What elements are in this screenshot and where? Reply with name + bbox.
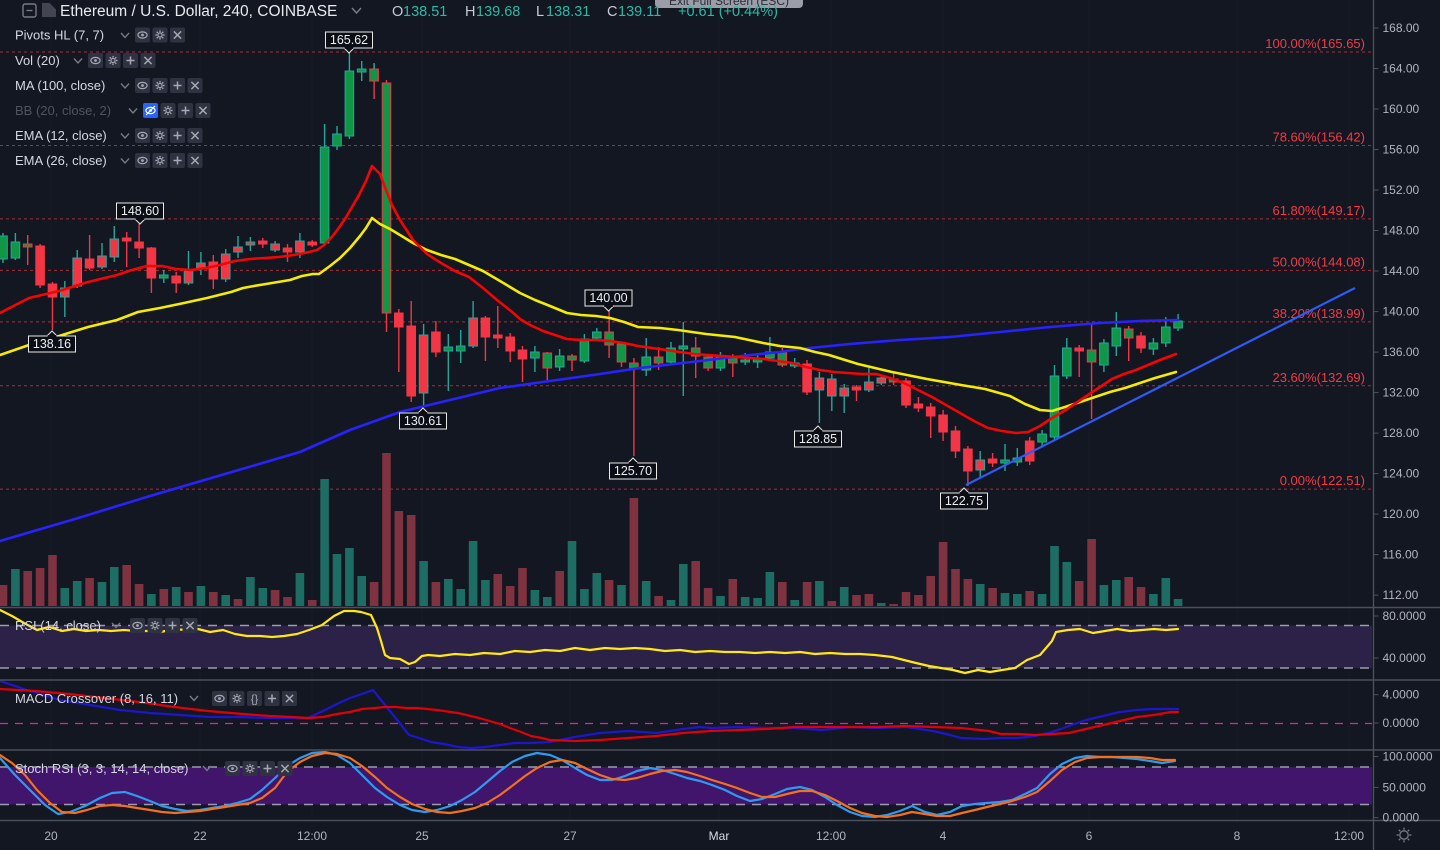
svg-text:4: 4 (940, 829, 947, 843)
svg-text:Exit Full Screen (ESC): Exit Full Screen (ESC) (669, 0, 789, 8)
svg-text:152.00: 152.00 (1383, 183, 1420, 197)
svg-text:128.00: 128.00 (1383, 426, 1420, 440)
svg-text:MACD Crossover (8, 16, 11): MACD Crossover (8, 16, 11) (15, 691, 178, 706)
svg-text:138.16: 138.16 (33, 337, 71, 351)
svg-text:4.0000: 4.0000 (1383, 688, 1420, 702)
svg-text:116.00: 116.00 (1383, 548, 1419, 562)
svg-text:80.0000: 80.0000 (1383, 609, 1427, 623)
svg-text:0.0000: 0.0000 (1383, 716, 1420, 730)
svg-text:61.80%(149.17): 61.80%(149.17) (1272, 203, 1365, 218)
svg-text:144.00: 144.00 (1383, 264, 1420, 278)
svg-text:50.0000: 50.0000 (1383, 780, 1427, 794)
svg-text:12:00: 12:00 (816, 829, 846, 843)
svg-text:140.00: 140.00 (589, 291, 627, 305)
svg-text:+0.61 (+0.44%): +0.61 (+0.44%) (678, 4, 778, 20)
svg-text:EMA (12, close): EMA (12, close) (15, 128, 107, 143)
svg-text:122.75: 122.75 (945, 494, 983, 508)
svg-text:Pivots HL (7, 7): Pivots HL (7, 7) (15, 28, 104, 43)
svg-text:156.00: 156.00 (1383, 143, 1420, 157)
svg-text:100.0000: 100.0000 (1383, 750, 1433, 764)
svg-text:138.51: 138.51 (403, 4, 447, 20)
svg-text:125.70: 125.70 (614, 464, 652, 478)
svg-text:50.00%(144.08): 50.00%(144.08) (1272, 254, 1365, 269)
svg-text:27: 27 (563, 829, 577, 843)
svg-text:L: L (536, 4, 544, 20)
svg-text:132.00: 132.00 (1383, 386, 1420, 400)
svg-text:Ethereum / U.S. Dollar, 240, C: Ethereum / U.S. Dollar, 240, COINBASE (60, 3, 337, 20)
svg-text:128.85: 128.85 (799, 432, 837, 446)
svg-text:O: O (392, 4, 403, 20)
svg-text:Vol (20): Vol (20) (15, 53, 60, 68)
svg-text:Stoch RSI (3, 3, 14, 14, close: Stoch RSI (3, 3, 14, 14, close) (15, 761, 188, 776)
svg-text:139.68: 139.68 (476, 4, 520, 20)
svg-text:20: 20 (44, 829, 58, 843)
svg-text:148.00: 148.00 (1383, 224, 1420, 238)
svg-text:40.0000: 40.0000 (1383, 651, 1427, 665)
svg-text:Mar: Mar (709, 829, 730, 843)
svg-text:6: 6 (1086, 829, 1093, 843)
svg-text:C: C (607, 4, 617, 20)
svg-text:139.11: 139.11 (618, 4, 661, 20)
svg-text:160.00: 160.00 (1383, 102, 1420, 116)
svg-text:RSI (14, close): RSI (14, close) (15, 618, 101, 633)
svg-text:100.00%(165.65): 100.00%(165.65) (1265, 36, 1365, 51)
svg-text:12:00: 12:00 (297, 829, 327, 843)
svg-text:112.00: 112.00 (1383, 588, 1419, 602)
svg-text:38.20%(138.99): 38.20%(138.99) (1272, 306, 1365, 321)
svg-text:23.60%(132.69): 23.60%(132.69) (1272, 370, 1365, 385)
svg-text:8: 8 (1234, 829, 1241, 843)
svg-text:12:00: 12:00 (1334, 829, 1364, 843)
svg-text:124.00: 124.00 (1383, 467, 1420, 481)
svg-text:120.00: 120.00 (1383, 507, 1420, 521)
svg-text:22: 22 (193, 829, 207, 843)
svg-text:MA (100, close): MA (100, close) (15, 78, 105, 93)
svg-text:25: 25 (415, 829, 429, 843)
svg-text:130.61: 130.61 (404, 414, 442, 428)
svg-text:164.00: 164.00 (1383, 62, 1420, 76)
svg-text:78.60%(156.42): 78.60%(156.42) (1272, 130, 1365, 145)
svg-text:0.0000: 0.0000 (1383, 811, 1420, 825)
svg-text:{}: {} (251, 694, 259, 706)
svg-text:0.00%(122.51): 0.00%(122.51) (1280, 473, 1365, 488)
svg-text:BB (20, close, 2): BB (20, close, 2) (15, 103, 111, 118)
svg-text:168.00: 168.00 (1383, 21, 1420, 35)
svg-text:165.62: 165.62 (330, 33, 368, 47)
svg-text:138.31: 138.31 (546, 4, 590, 20)
svg-text:148.60: 148.60 (121, 204, 159, 218)
svg-text:140.00: 140.00 (1383, 305, 1420, 319)
svg-text:136.00: 136.00 (1383, 345, 1420, 359)
svg-text:H: H (465, 4, 475, 20)
svg-text:EMA (26, close): EMA (26, close) (15, 153, 107, 168)
